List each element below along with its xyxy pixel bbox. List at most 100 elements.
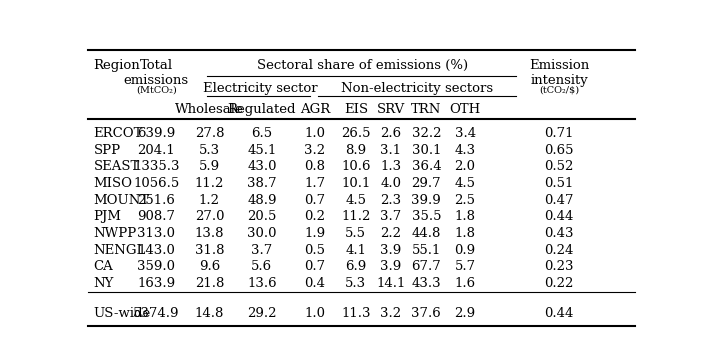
Text: 2.5: 2.5 xyxy=(455,194,476,207)
Text: 163.9: 163.9 xyxy=(137,277,176,290)
Text: 32.2: 32.2 xyxy=(412,127,441,140)
Text: MOUNT: MOUNT xyxy=(94,194,149,207)
Text: 0.51: 0.51 xyxy=(544,177,574,190)
Text: 10.6: 10.6 xyxy=(341,160,371,173)
Text: SEAST: SEAST xyxy=(94,160,140,173)
Text: MISO: MISO xyxy=(94,177,133,190)
Text: 1.3: 1.3 xyxy=(380,160,401,173)
Text: 6.9: 6.9 xyxy=(345,261,367,273)
Text: 27.0: 27.0 xyxy=(195,210,224,223)
Text: CA: CA xyxy=(94,261,114,273)
Text: 29.7: 29.7 xyxy=(412,177,441,190)
Text: SPP: SPP xyxy=(94,144,121,157)
Text: 43.0: 43.0 xyxy=(247,160,276,173)
Text: 13.6: 13.6 xyxy=(247,277,276,290)
Text: 0.43: 0.43 xyxy=(544,227,574,240)
Text: 30.0: 30.0 xyxy=(247,227,276,240)
Text: 0.22: 0.22 xyxy=(544,277,574,290)
Text: NWPP: NWPP xyxy=(94,227,137,240)
Text: 5.3: 5.3 xyxy=(199,144,220,157)
Text: 908.7: 908.7 xyxy=(137,210,176,223)
Text: Region: Region xyxy=(94,59,140,72)
Text: 43.3: 43.3 xyxy=(412,277,441,290)
Text: 0.7: 0.7 xyxy=(305,261,326,273)
Text: 3.1: 3.1 xyxy=(380,144,401,157)
Text: 11.2: 11.2 xyxy=(195,177,224,190)
Text: 1.0: 1.0 xyxy=(305,127,326,140)
Text: Wholesale: Wholesale xyxy=(175,103,244,116)
Text: 3.9: 3.9 xyxy=(380,261,401,273)
Text: 0.47: 0.47 xyxy=(544,194,574,207)
Text: TRN: TRN xyxy=(411,103,441,116)
Text: 4.3: 4.3 xyxy=(455,144,476,157)
Text: 0.2: 0.2 xyxy=(305,210,326,223)
Text: Regulated: Regulated xyxy=(228,103,296,116)
Text: 1.2: 1.2 xyxy=(199,194,220,207)
Text: 4.5: 4.5 xyxy=(455,177,476,190)
Text: intensity: intensity xyxy=(530,74,588,87)
Text: 67.7: 67.7 xyxy=(412,261,441,273)
Text: 204.1: 204.1 xyxy=(137,144,176,157)
Text: 38.7: 38.7 xyxy=(247,177,276,190)
Text: US-wide: US-wide xyxy=(94,308,151,321)
Text: 30.1: 30.1 xyxy=(412,144,441,157)
Text: 45.1: 45.1 xyxy=(247,144,276,157)
Text: 11.2: 11.2 xyxy=(341,210,371,223)
Text: 36.4: 36.4 xyxy=(412,160,441,173)
Text: 5.9: 5.9 xyxy=(199,160,220,173)
Text: 8.9: 8.9 xyxy=(345,144,367,157)
Text: (tCO₂/$): (tCO₂/$) xyxy=(539,86,580,94)
Text: 251.6: 251.6 xyxy=(137,194,176,207)
Text: 1335.3: 1335.3 xyxy=(133,160,180,173)
Text: Sectoral share of emissions (%): Sectoral share of emissions (%) xyxy=(257,59,468,72)
Text: 21.8: 21.8 xyxy=(195,277,224,290)
Text: 26.5: 26.5 xyxy=(341,127,371,140)
Text: 5.3: 5.3 xyxy=(345,277,367,290)
Text: emissions: emissions xyxy=(124,74,189,87)
Text: 1.0: 1.0 xyxy=(305,308,326,321)
Text: 11.3: 11.3 xyxy=(341,308,371,321)
Text: 3.4: 3.4 xyxy=(455,127,476,140)
Text: AGR: AGR xyxy=(300,103,330,116)
Text: 0.8: 0.8 xyxy=(305,160,326,173)
Text: 0.23: 0.23 xyxy=(544,261,574,273)
Text: 0.52: 0.52 xyxy=(544,160,574,173)
Text: 2.3: 2.3 xyxy=(380,194,401,207)
Text: 31.8: 31.8 xyxy=(195,244,224,257)
Text: 2.9: 2.9 xyxy=(455,308,476,321)
Text: 0.44: 0.44 xyxy=(544,308,574,321)
Text: 2.6: 2.6 xyxy=(380,127,401,140)
Text: 0.5: 0.5 xyxy=(305,244,326,257)
Text: 0.7: 0.7 xyxy=(305,194,326,207)
Text: 13.8: 13.8 xyxy=(195,227,224,240)
Text: 2.2: 2.2 xyxy=(380,227,401,240)
Text: 55.1: 55.1 xyxy=(412,244,441,257)
Text: 0.9: 0.9 xyxy=(455,244,476,257)
Text: 3.2: 3.2 xyxy=(305,144,326,157)
Text: Non-electricity sectors: Non-electricity sectors xyxy=(341,81,493,94)
Text: NENGL: NENGL xyxy=(94,244,146,257)
Text: 0.44: 0.44 xyxy=(544,210,574,223)
Text: 4.0: 4.0 xyxy=(380,177,401,190)
Text: 0.65: 0.65 xyxy=(544,144,574,157)
Text: NY: NY xyxy=(94,277,114,290)
Text: 5.5: 5.5 xyxy=(345,227,367,240)
Text: 0.71: 0.71 xyxy=(544,127,574,140)
Text: 3.7: 3.7 xyxy=(251,244,273,257)
Text: 1.8: 1.8 xyxy=(455,210,476,223)
Text: 48.9: 48.9 xyxy=(247,194,276,207)
Text: 44.8: 44.8 xyxy=(412,227,441,240)
Text: 5374.9: 5374.9 xyxy=(133,308,180,321)
Text: 0.4: 0.4 xyxy=(305,277,326,290)
Text: 359.0: 359.0 xyxy=(137,261,176,273)
Text: 0.24: 0.24 xyxy=(544,244,574,257)
Text: 4.1: 4.1 xyxy=(345,244,367,257)
Text: 9.6: 9.6 xyxy=(199,261,220,273)
Text: EIS: EIS xyxy=(344,103,368,116)
Text: 1.9: 1.9 xyxy=(305,227,326,240)
Text: 5.7: 5.7 xyxy=(455,261,476,273)
Text: 2.0: 2.0 xyxy=(455,160,476,173)
Text: 14.8: 14.8 xyxy=(195,308,224,321)
Text: SRV: SRV xyxy=(376,103,405,116)
Text: 1.6: 1.6 xyxy=(455,277,476,290)
